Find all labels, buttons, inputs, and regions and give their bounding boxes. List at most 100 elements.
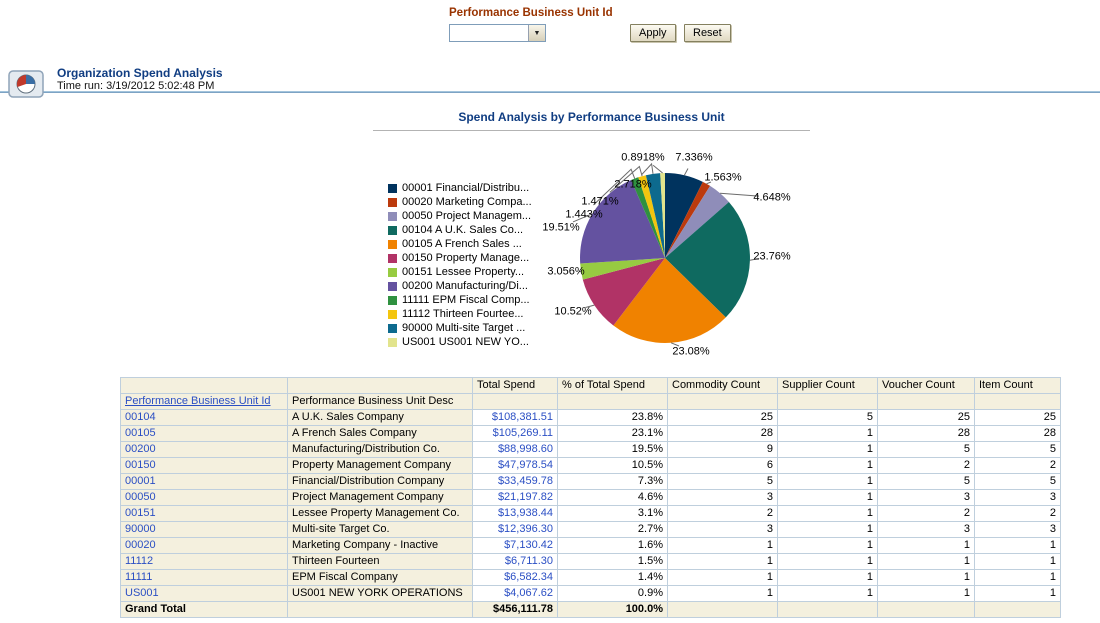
unit-desc-cell: EPM Fiscal Company xyxy=(287,569,473,586)
pie-slice[interactable] xyxy=(631,177,665,258)
unit-desc-cell: Property Management Company xyxy=(287,457,473,474)
legend-swatch xyxy=(388,253,397,263)
pie-slice[interactable] xyxy=(638,175,665,258)
legend-label: 00020 Marketing Compa... xyxy=(402,196,532,208)
item-count-cell: 5 xyxy=(974,473,1061,490)
subheader-unit-desc: Performance Business Unit Desc xyxy=(287,393,473,410)
pie-slice[interactable] xyxy=(665,185,729,258)
unit-id-link[interactable]: US001 xyxy=(125,587,159,599)
legend-item: 00104 A U.K. Sales Co... xyxy=(388,223,532,237)
pie-percent-label: 23.08% xyxy=(672,346,710,358)
voucher-count-cell: 3 xyxy=(877,521,975,538)
header-total-spend: Total Spend xyxy=(472,377,558,394)
supplier-count-cell: 1 xyxy=(777,569,878,586)
unit-id-link[interactable]: 00200 xyxy=(125,443,156,455)
header-blank-id xyxy=(120,377,288,394)
item-count-cell: 28 xyxy=(974,425,1061,442)
reset-button[interactable]: Reset xyxy=(684,24,731,42)
unit-id-link[interactable]: 00104 xyxy=(125,411,156,423)
unit-id-link[interactable]: 90000 xyxy=(125,523,156,535)
total-spend-link[interactable]: $105,269.11 xyxy=(492,427,553,439)
supplier-count-cell: 5 xyxy=(777,409,878,426)
pct-cell: 0.9% xyxy=(557,585,668,602)
unit-id-link[interactable]: 11111 xyxy=(125,571,153,583)
subheader-unit-id-link[interactable]: Performance Business Unit Id xyxy=(125,395,271,407)
pie-percent-label: 2.718% xyxy=(614,179,652,191)
pie-label-leader-line xyxy=(652,164,663,174)
table-row: 00001 Financial/Distribution Company $33,4… xyxy=(120,473,1061,490)
pie-percent-label: 23.76% xyxy=(753,251,791,263)
voucher-count-cell: 3 xyxy=(877,489,975,506)
pie-slice[interactable] xyxy=(580,258,665,280)
total-spend-link[interactable]: $6,582.34 xyxy=(504,571,553,583)
total-spend-link[interactable]: $6,711.30 xyxy=(504,555,553,567)
unit-desc-cell: A U.K. Sales Company xyxy=(287,409,473,426)
unit-id-link[interactable]: 11112 xyxy=(125,555,154,567)
item-count-cell: 1 xyxy=(974,585,1061,602)
legend-item: 00050 Project Managem... xyxy=(388,209,532,223)
pct-cell: 1.6% xyxy=(557,537,668,554)
table-row: 90000 Multi-site Target Co. $12,396.30 2.7%… xyxy=(120,521,1061,538)
item-count-cell: 3 xyxy=(974,521,1061,538)
voucher-count-cell: 28 xyxy=(877,425,975,442)
total-spend-link[interactable]: $12,396.30 xyxy=(497,523,553,535)
commodity-count-cell: 3 xyxy=(667,489,778,506)
unit-id-link[interactable]: 00105 xyxy=(125,427,156,439)
unit-id-link[interactable]: 00001 xyxy=(125,475,156,487)
legend-item: 00150 Property Manage... xyxy=(388,251,532,265)
header-pct-total-spend: % of Total Spend xyxy=(557,377,668,394)
pie-percent-label: 10.52% xyxy=(554,306,592,318)
total-spend-link[interactable]: $21,197.82 xyxy=(497,491,553,503)
header-commodity-count: Commodity Count xyxy=(667,377,778,394)
apply-button[interactable]: Apply xyxy=(630,24,676,42)
chevron-down-icon[interactable]: ▼ xyxy=(528,25,545,41)
legend-swatch xyxy=(388,197,397,207)
pie-label-leader-line xyxy=(706,181,712,185)
pct-cell: 23.1% xyxy=(557,425,668,442)
pct-cell: 4.6% xyxy=(557,489,668,506)
item-count-cell: 3 xyxy=(974,489,1061,506)
business-unit-dropdown[interactable]: ▼ xyxy=(449,24,546,42)
supplier-count-cell: 1 xyxy=(777,457,878,474)
total-spend-link[interactable]: $108,381.51 xyxy=(491,411,553,423)
unit-id-link[interactable]: 00150 xyxy=(125,459,156,471)
unit-id-link[interactable]: 00151 xyxy=(125,507,156,519)
pie-slice[interactable] xyxy=(660,172,665,258)
total-spend-link[interactable]: $33,459.78 xyxy=(497,475,553,487)
total-spend-link[interactable]: $13,938.44 xyxy=(497,507,553,519)
header-blank-desc xyxy=(287,377,473,394)
pie-slice[interactable] xyxy=(582,258,665,326)
voucher-count-cell: 1 xyxy=(877,569,975,586)
report-title: Organization Spend Analysis xyxy=(57,66,223,80)
pie-percent-label: 7.336% xyxy=(675,152,713,164)
total-spend-link[interactable]: $7,130.42 xyxy=(504,539,553,551)
pct-cell: 10.5% xyxy=(557,457,668,474)
total-spend-link[interactable]: $88,998.60 xyxy=(497,443,553,455)
pie-slice[interactable] xyxy=(580,180,665,264)
pie-slice[interactable] xyxy=(645,173,665,258)
table-row: 00050 Project Management Company $21,197.8… xyxy=(120,489,1061,506)
total-spend-link[interactable]: $47,978.54 xyxy=(497,459,553,471)
commodity-count-cell: 6 xyxy=(667,457,778,474)
pie-slice[interactable] xyxy=(613,258,726,343)
pie-slice[interactable] xyxy=(665,173,703,258)
item-count-cell: 2 xyxy=(974,457,1061,474)
pct-cell: 2.7% xyxy=(557,521,668,538)
grand-total-spend: $456,111.78 xyxy=(472,601,558,618)
legend-label: 00150 Property Manage... xyxy=(402,252,530,264)
pie-percent-label: 1.443% xyxy=(565,209,603,221)
pie-slice[interactable] xyxy=(665,202,750,318)
table-row: 11111 EPM Fiscal Company $6,582.34 1.4% 1 1 1 1 xyxy=(120,569,1061,586)
unit-desc-cell: Financial/Distribution Company xyxy=(287,473,473,490)
supplier-count-cell: 1 xyxy=(777,505,878,522)
total-spend-link[interactable]: $4,067.62 xyxy=(504,587,553,599)
item-count-cell: 5 xyxy=(974,441,1061,458)
supplier-count-cell: 1 xyxy=(777,537,878,554)
unit-id-link[interactable]: 00050 xyxy=(125,491,156,503)
pct-cell: 1.5% xyxy=(557,553,668,570)
supplier-count-cell: 1 xyxy=(777,489,878,506)
pie-slice[interactable] xyxy=(665,181,711,258)
legend-swatch xyxy=(388,267,397,277)
pie-svg: 7.336% 1.563% 4.648% 23.76% 23.08% 10.52% 3.05… xyxy=(542,152,791,358)
unit-id-link[interactable]: 00020 xyxy=(125,539,156,551)
